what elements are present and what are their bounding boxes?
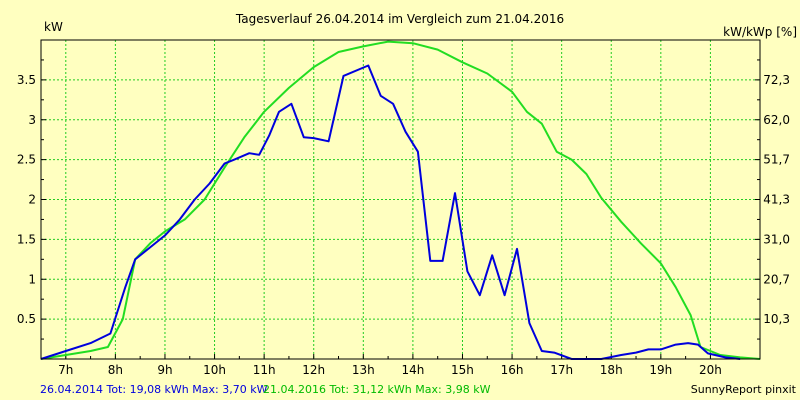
y-tick-labels-left: 0.5 1 1.5 2 2.5 3 3.5 [17, 73, 36, 326]
y-tick-label-right: 41,3 [763, 193, 790, 207]
y-tick-label-left: 3.5 [17, 73, 36, 87]
y-tick-label-left: 0.5 [17, 312, 36, 326]
x-tick-label: 13h [352, 363, 375, 377]
y-tick-label-right: 10,3 [763, 312, 790, 326]
y-axis-right-label: kW/kWp [%] [723, 25, 797, 39]
y-tick-label-left: 1.5 [17, 232, 36, 246]
x-tick-label: 8h [108, 363, 123, 377]
chart-title: Tagesverlauf 26.04.2014 im Vergleich zum… [235, 12, 564, 26]
y-tick-label-left: 3 [28, 113, 36, 127]
x-tick-labels: 7h 8h 9h 10h 11h 12h 13h 14h 15h 16h 17h 18h 19h 20h [58, 363, 722, 377]
footer-brand: SunnyReport pinxit [691, 383, 797, 396]
x-tick-label: 18h [600, 363, 623, 377]
x-tick-label: 16h [501, 363, 524, 377]
y-tick-label-right: 51,7 [763, 153, 790, 167]
series-lines [40, 40, 761, 360]
footer-series-1-stats: 26.04.2014 Tot: 19,08 kWh Max: 3,70 kW [40, 383, 268, 396]
footer-series-2-stats: 21.04.2016 Tot: 31,12 kWh Max: 3,98 kW [263, 383, 491, 396]
series-line-26-04-2014 [40, 64, 741, 360]
plot-area-background [41, 40, 760, 359]
x-tick-label: 15h [451, 363, 474, 377]
y-tick-labels-right: 10,3 20,7 31,0 41,3 51,7 62,0 72,3 [763, 73, 790, 326]
plot-area-border [40, 39, 761, 360]
x-tick-label: 14h [401, 363, 424, 377]
series-line-21-04-2016 [40, 40, 761, 360]
y-tick-label-left: 1 [28, 272, 36, 286]
x-tick-label: 7h [58, 363, 73, 377]
y-tick-label-left: 2 [28, 193, 36, 207]
x-tick-label: 19h [649, 363, 672, 377]
x-tick-label: 11h [253, 363, 276, 377]
y-tick-label-left: 2.5 [17, 153, 36, 167]
y-tick-label-right: 62,0 [763, 113, 790, 127]
y-tick-label-right: 31,0 [763, 232, 790, 246]
x-tick-label: 9h [157, 363, 172, 377]
y-axis-left-label: kW [44, 20, 63, 34]
x-tick-label: 17h [550, 363, 573, 377]
y-tick-label-right: 20,7 [763, 272, 790, 286]
x-tick-label: 10h [203, 363, 226, 377]
x-tick-label: 20h [699, 363, 722, 377]
y-tick-label-right: 72,3 [763, 73, 790, 87]
x-tick-label: 12h [302, 363, 325, 377]
